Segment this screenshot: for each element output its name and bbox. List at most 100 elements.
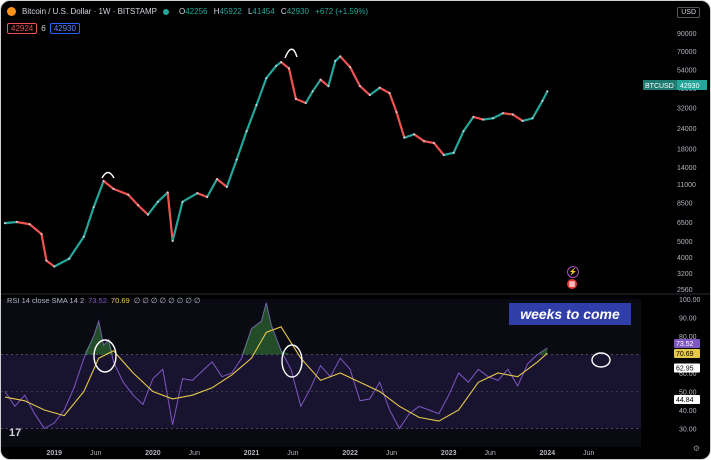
circle-rsi-2021 <box>281 344 303 378</box>
price-segment <box>378 86 391 95</box>
price-point <box>112 187 115 190</box>
price-segment <box>501 112 514 116</box>
price-point <box>546 90 549 93</box>
time-tick-label: 2020 <box>145 450 161 457</box>
calendar-icon: ▦ <box>567 279 577 289</box>
price-segment <box>388 92 398 114</box>
time-tick-label: 2019 <box>47 450 63 457</box>
price-segment <box>181 192 199 203</box>
price-point <box>403 136 406 139</box>
price-point <box>327 85 330 88</box>
price-tick-label: 2560 <box>677 287 693 294</box>
price-tick-label: 4000 <box>677 255 693 262</box>
price-point <box>206 196 209 199</box>
price-point <box>28 223 31 226</box>
price-segment <box>279 61 291 70</box>
price-point <box>531 117 534 120</box>
price-segment <box>102 179 115 190</box>
price-segment <box>265 64 278 80</box>
price-segment <box>452 130 465 154</box>
price-point <box>541 99 544 102</box>
price-point <box>45 259 48 262</box>
peak-mark-2021 <box>284 48 298 59</box>
rsi-tick-label: 90.00 <box>679 316 697 323</box>
price-segment <box>422 140 436 145</box>
symbol-title: Bitcoin / U.S. Dollar · 1W · BITSTAMP <box>22 7 157 16</box>
price-segment <box>28 223 43 236</box>
buy-button[interactable]: 42930 <box>49 23 80 34</box>
time-tick-label: Jun <box>386 450 397 457</box>
price-tick-label: 54000 <box>677 68 697 75</box>
sell-button[interactable]: 42924 <box>7 23 38 34</box>
currency-selector[interactable]: USD <box>677 7 700 18</box>
price-point <box>501 112 504 115</box>
price-segment <box>225 158 238 188</box>
rsi-tag-label: 62.95 <box>676 366 694 373</box>
price-point <box>521 119 524 122</box>
price-point <box>368 94 371 97</box>
price-point <box>4 222 6 225</box>
rsi-tick-label: 50.00 <box>679 390 697 397</box>
price-segment <box>531 99 544 120</box>
rsi-tag-box <box>674 348 700 358</box>
rsi-value: 73.52 <box>88 296 107 305</box>
price-point <box>378 86 381 89</box>
price-segment <box>294 97 307 105</box>
price-point <box>280 61 283 64</box>
rsi-tag-label: 70.69 <box>676 351 694 358</box>
bitcoin-icon <box>7 7 16 16</box>
price-point <box>492 117 495 120</box>
price-segment <box>112 187 130 196</box>
price-point <box>319 78 322 81</box>
price-tick-label: 24000 <box>677 126 697 133</box>
price-segment <box>304 90 314 105</box>
price-point <box>196 192 199 195</box>
price-segment <box>146 200 159 216</box>
price-point <box>395 111 398 114</box>
sma-series <box>4 326 548 422</box>
price-point <box>181 200 184 203</box>
price-segment <box>196 192 209 199</box>
price-segment <box>82 205 95 238</box>
time-tick-label: 2023 <box>441 450 457 457</box>
price-segment <box>442 151 455 157</box>
price-point <box>413 133 416 136</box>
price-segment <box>171 200 184 242</box>
flash-icon: ⚡ <box>567 266 579 278</box>
price-point <box>334 59 337 62</box>
rsi-legend: RSI 14 close SMA 14 2 73.52 70.69 ∅ ∅ ∅ … <box>7 296 201 305</box>
time-tick-label: Jun <box>583 450 594 457</box>
rsi-tick-label: 30.00 <box>679 427 697 434</box>
price-point <box>225 185 228 188</box>
peak-mark-2019 <box>101 171 115 179</box>
price-point <box>287 67 290 70</box>
price-tick-label: 11000 <box>677 182 696 189</box>
price-tick-label: 8500 <box>677 201 693 208</box>
price-point <box>311 90 314 93</box>
price-tick-label: 6500 <box>677 220 693 227</box>
price-tag: BTCUSD 42930 <box>643 80 707 90</box>
price-segment <box>327 59 337 88</box>
settings-icon[interactable]: ⚙ <box>692 444 700 453</box>
price-tick-label: 14000 <box>677 165 697 172</box>
rsi-sma-line <box>4 326 548 422</box>
price-point <box>146 213 149 216</box>
time-tick-label: 2024 <box>540 450 556 457</box>
price-segment <box>491 112 505 120</box>
price-segment <box>92 179 105 209</box>
bid-ask-panel: 42924 6 42930 <box>7 23 80 34</box>
price-segment <box>521 117 534 123</box>
price-point <box>452 151 455 154</box>
price-tick-label: 32000 <box>677 105 697 112</box>
price-segment <box>3 220 18 225</box>
circle-rsi-future <box>591 352 611 368</box>
price-point <box>255 104 258 107</box>
price-segment <box>413 133 426 143</box>
rsi-extra-values: ∅ ∅ ∅ ∅ ∅ ∅ ∅ ∅ <box>133 296 201 305</box>
rsi-overbought-fill <box>5 302 548 355</box>
price-segment <box>137 204 150 216</box>
price-point <box>235 158 238 161</box>
price-point <box>53 265 56 268</box>
price-segment <box>368 86 381 97</box>
